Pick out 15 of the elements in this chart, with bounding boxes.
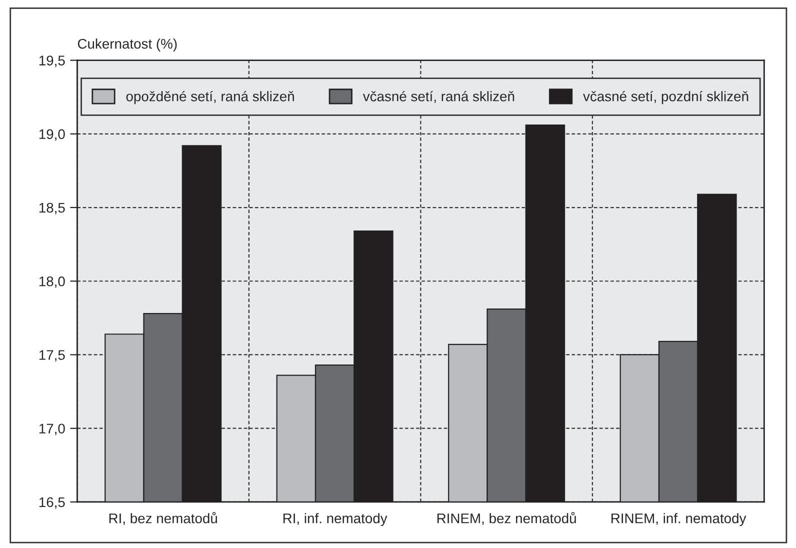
- y-tick-label: 18,5: [39, 202, 65, 214]
- y-tick-label: 18,0: [39, 276, 65, 288]
- y-axis-title: Cukernatost (%): [78, 38, 177, 52]
- x-tick-label: RINEM, inf. nematody: [612, 513, 746, 526]
- x-tick-label: RI, inf. nematody: [283, 513, 388, 526]
- y-tick-label: 19,0: [39, 129, 65, 141]
- y-tick-label: 17,5: [39, 350, 65, 362]
- legend-label: opožděné setí, raná sklizeň: [126, 90, 294, 104]
- legend-label: včasné setí, raná sklizeň: [362, 90, 514, 103]
- legend-label: včasné setí, pozdní sklizeň: [583, 90, 748, 104]
- x-tick-label: RINEM, bez nematodů: [437, 512, 576, 525]
- y-tick-label: 17,0: [39, 424, 65, 436]
- y-tick-label: 16,5: [39, 497, 65, 509]
- y-tick-label: 19,5: [39, 56, 65, 68]
- x-tick-label: RI, bez nematodů: [109, 512, 217, 525]
